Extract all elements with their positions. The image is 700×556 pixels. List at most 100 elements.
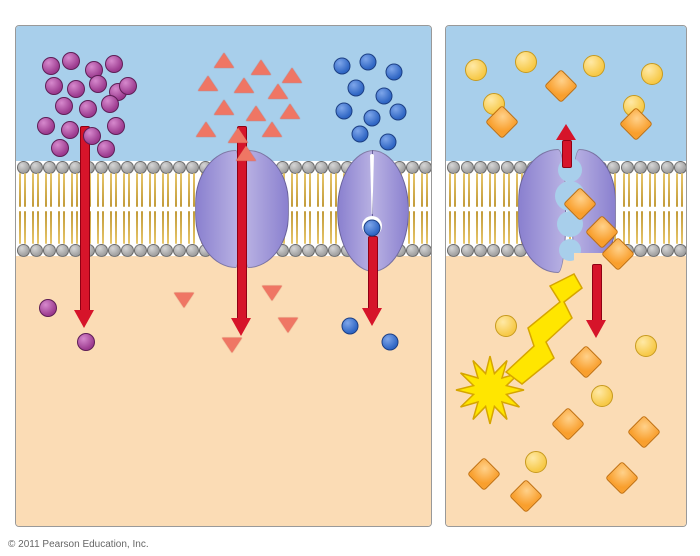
- particle-triangle: [198, 76, 218, 91]
- phospholipid-head: [30, 244, 43, 257]
- particle-purple: [51, 139, 69, 157]
- lipid-tail: [154, 173, 156, 207]
- particle-blue: [336, 103, 353, 120]
- particle-triangle: [214, 100, 234, 115]
- copyright-text: © 2011 Pearson Education, Inc.: [8, 539, 149, 550]
- lipid-tail: [175, 173, 177, 207]
- particle-triangle: [174, 293, 194, 308]
- diffusion-arrow: [80, 126, 90, 312]
- lipid-tail: [19, 173, 21, 207]
- lipid-tail: [45, 173, 47, 207]
- particle-purple: [101, 95, 119, 113]
- phospholipid-head: [17, 244, 30, 257]
- particle-yellow: [591, 385, 613, 407]
- lipid-tail: [167, 211, 169, 245]
- particle-purple: [119, 77, 137, 95]
- lipid-tail: [330, 173, 332, 207]
- lipid-tail: [322, 211, 324, 245]
- diffusion-arrow-head: [74, 310, 94, 328]
- particle-purple: [67, 80, 85, 98]
- lipid-tail: [37, 173, 39, 207]
- lipid-tail: [128, 211, 130, 245]
- particle-purple: [97, 140, 115, 158]
- lipid-tail: [162, 173, 164, 207]
- lipid-tail: [317, 173, 319, 207]
- lipid-tail: [63, 211, 65, 245]
- lipid-tail: [167, 173, 169, 207]
- particle-yellow: [635, 335, 657, 357]
- lipid-tail: [97, 173, 99, 207]
- particle-triangle: [214, 53, 234, 68]
- lipid-tail: [426, 211, 428, 245]
- phospholipid-head: [43, 244, 56, 257]
- particle-triangle: [246, 106, 266, 121]
- lipid-tail: [426, 173, 428, 207]
- lipid-tail: [45, 211, 47, 245]
- phospholipid-head: [108, 244, 121, 257]
- lipid-tail: [136, 173, 138, 207]
- phospholipid-head: [121, 244, 134, 257]
- lipid-tail: [24, 211, 26, 245]
- lipid-tail: [421, 173, 423, 207]
- lipid-tail: [175, 211, 177, 245]
- lipid-tail: [76, 211, 78, 245]
- particle-triangle: [278, 318, 298, 333]
- particle-blue: [342, 318, 359, 335]
- particle-blue: [348, 80, 365, 97]
- lipid-tail: [123, 211, 125, 245]
- lipid-tail: [115, 173, 117, 207]
- panel-passive-transport: [15, 25, 432, 527]
- lipid-tail: [309, 211, 311, 245]
- lipid-tail: [63, 173, 65, 207]
- lipid-tail: [162, 211, 164, 245]
- lipid-tail: [330, 211, 332, 245]
- particle-triangle: [282, 68, 302, 83]
- particle-purple: [79, 100, 97, 118]
- lipid-tail: [304, 211, 306, 245]
- lipid-tail: [58, 173, 60, 207]
- particle-blue: [334, 58, 351, 75]
- particle-triangle: [251, 60, 271, 75]
- particle-yellow: [515, 51, 537, 73]
- lipid-tail: [413, 173, 415, 207]
- lipid-tail: [149, 211, 151, 245]
- particle-purple: [61, 121, 79, 139]
- lipid-tail: [32, 211, 34, 245]
- lipid-tail: [322, 173, 324, 207]
- energy-bolt-icon: [446, 26, 686, 526]
- particle-triangle: [268, 84, 288, 99]
- particle-purple: [55, 97, 73, 115]
- phospholipid-head: [160, 244, 173, 257]
- phospholipid-head: [56, 244, 69, 257]
- lipid-tail: [421, 211, 423, 245]
- particle-purple: [39, 299, 57, 317]
- lipid-tail: [123, 173, 125, 207]
- lipid-tail: [180, 211, 182, 245]
- panel-active-transport: [445, 25, 687, 527]
- lipid-tail: [58, 211, 60, 245]
- particle-purple: [37, 117, 55, 135]
- lipid-tail: [309, 173, 311, 207]
- lipid-tail: [149, 173, 151, 207]
- lipid-tail: [71, 173, 73, 207]
- lipid-tail: [76, 173, 78, 207]
- particle-purple: [62, 52, 80, 70]
- facilitated-carrier-arrow-head: [362, 308, 382, 326]
- particle-triangle: [196, 122, 216, 137]
- phospholipid-head: [160, 161, 173, 174]
- phospholipid-head: [147, 161, 160, 174]
- lipid-tail: [19, 211, 21, 245]
- phospholipid-head: [121, 161, 134, 174]
- particle-purple: [107, 117, 125, 135]
- phospholipid-head: [406, 244, 419, 257]
- particle-triangle: [262, 122, 282, 137]
- particle-triangle: [236, 146, 256, 161]
- diagram-stage: © 2011 Pearson Education, Inc.: [0, 0, 700, 556]
- lipid-tail: [413, 211, 415, 245]
- particle-yellow: [641, 63, 663, 85]
- particle-triangle: [280, 104, 300, 119]
- lipid-tail: [317, 211, 319, 245]
- lipid-tail: [102, 173, 104, 207]
- lipid-tail: [110, 173, 112, 207]
- particle-purple: [105, 55, 123, 73]
